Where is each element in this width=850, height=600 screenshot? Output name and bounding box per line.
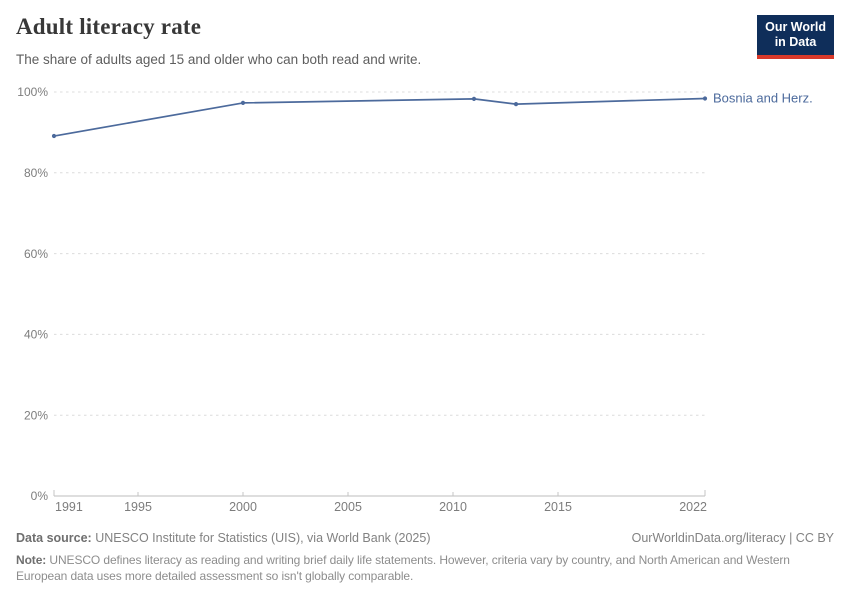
data-source-label: Data source: bbox=[16, 531, 92, 545]
y-axis-tick-label: 0% bbox=[31, 489, 49, 503]
page-subtitle: The share of adults aged 15 and older wh… bbox=[16, 52, 422, 67]
note-label: Note: bbox=[16, 553, 47, 567]
y-axis-tick-label: 60% bbox=[24, 247, 48, 261]
x-axis-tick-label: 2005 bbox=[334, 500, 362, 514]
x-axis-tick-label: 2000 bbox=[229, 500, 257, 514]
y-axis-tick-label: 80% bbox=[24, 166, 48, 180]
data-line bbox=[53, 97, 706, 137]
series-end-label: Bosnia and Herz. bbox=[713, 90, 813, 105]
page-title: Adult literacy rate bbox=[16, 14, 202, 39]
y-axis-tick-label: 20% bbox=[24, 408, 48, 422]
y-axis-tick-label: 40% bbox=[24, 328, 48, 342]
chart-footer: Data source: UNESCO Institute for Statis… bbox=[16, 531, 834, 545]
owid-logo-line1: Our World bbox=[765, 20, 826, 34]
owid-link-text: OurWorldinData.org/literacy | CC BY bbox=[631, 531, 834, 545]
data-source-text: Data source: UNESCO Institute for Statis… bbox=[16, 531, 431, 545]
x-axis-tick-label: 1991 bbox=[55, 500, 83, 514]
data-point bbox=[51, 133, 57, 139]
x-axis-tick-label: 2022 bbox=[679, 500, 707, 514]
chart-svg: 0% 20% 40% 60% 80% 100% 1991 1995 2000 2005 2010 20… bbox=[17, 85, 813, 514]
data-point bbox=[513, 102, 519, 107]
x-axis-tick-label: 1995 bbox=[124, 500, 152, 514]
x-axis-tick-label: 2015 bbox=[544, 500, 572, 514]
data-point bbox=[702, 96, 708, 101]
y-axis-tick-label: 100% bbox=[17, 85, 48, 99]
owid-logo-line2: in Data bbox=[774, 35, 817, 50]
owid-logo: Our World in Data bbox=[757, 15, 834, 59]
x-axis-tick-label: 2010 bbox=[439, 500, 467, 514]
chart-note: Note: UNESCO defines literacy as reading… bbox=[16, 553, 790, 584]
data-point bbox=[471, 96, 477, 101]
data-point bbox=[240, 100, 246, 106]
